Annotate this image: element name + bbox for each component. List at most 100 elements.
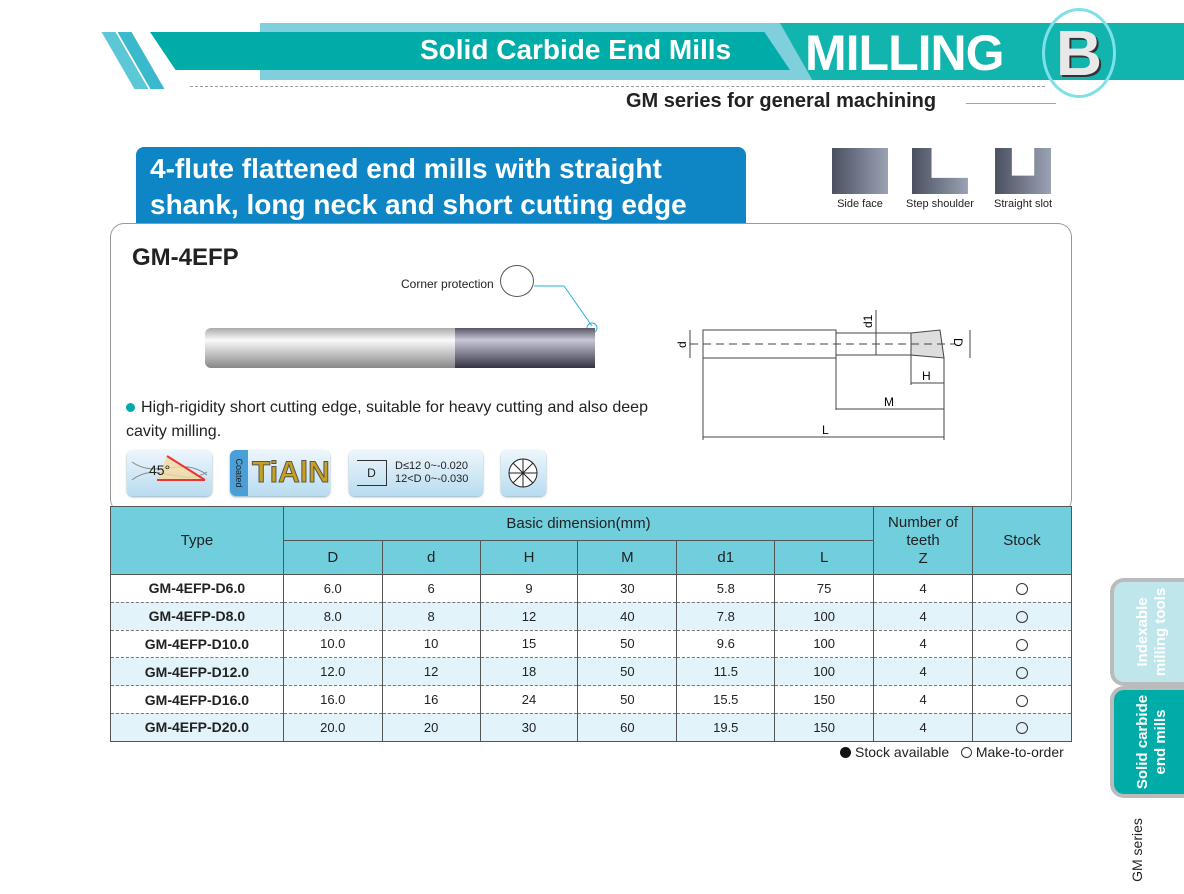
cell-D: 16.0: [282, 685, 383, 714]
cell-type: GM-4EFP-D6.0: [110, 574, 284, 603]
helix-angle-badge: 45°: [127, 450, 212, 496]
cell-d1: 7.8: [676, 602, 776, 631]
application-side-face: Side face: [832, 148, 888, 210]
header-ribbon: [150, 32, 790, 70]
table-row: GM-4EFP-D16.0 16.0 16 24 50 15.5 150 4: [110, 685, 1072, 714]
cell-M: 60: [577, 713, 678, 742]
coating-badge: Coated TiAlN: [230, 450, 330, 496]
cell-d: 20: [381, 713, 481, 742]
cell-stock: [972, 602, 1072, 631]
side-face-icon: [832, 148, 888, 194]
product-banner: 4-flute flattened end mills with straigh…: [136, 147, 746, 223]
cell-d1: 9.6: [676, 630, 776, 659]
product-panel: [110, 223, 1072, 513]
cell-Z: 4: [873, 574, 974, 603]
cell-M: 50: [577, 630, 678, 659]
application-label: Side face: [837, 198, 883, 210]
dim-label-d: d: [675, 341, 689, 348]
side-tab-label: Solid carbide end mills: [1134, 694, 1169, 790]
helix-icon: [131, 455, 208, 481]
cell-H: 30: [479, 713, 579, 742]
section-title: Solid Carbide End Mills: [420, 34, 732, 65]
side-tab-label: Indexable milling tools: [1134, 587, 1169, 677]
cell-H: 9: [479, 574, 579, 603]
tolerance-badge: D D≤12 0~-0.020 12<D 0~-0.030: [349, 450, 483, 496]
cell-d1: 11.5: [676, 657, 776, 687]
cell-M: 50: [577, 685, 678, 714]
bullet-icon: [126, 403, 135, 412]
cell-D: 8.0: [282, 602, 383, 631]
stock-legend: Stock available Make-to-order: [840, 744, 1064, 760]
cell-stock: [972, 657, 1072, 687]
dim-label-D: D: [951, 338, 965, 347]
col-header-H: H: [479, 540, 579, 575]
table-row: GM-4EFP-D10.0 10.0 10 15 50 9.6 100 4: [110, 630, 1072, 659]
col-header-M: M: [577, 540, 678, 575]
cell-d1: 15.5: [676, 685, 776, 714]
legend-order: Make-to-order: [975, 744, 1064, 760]
cell-Z: 4: [873, 713, 974, 742]
col-header-D: D: [282, 540, 383, 575]
filled-circle-icon: [840, 747, 851, 758]
col-header-d1: d1: [676, 540, 776, 575]
category-title: MILLING: [805, 25, 1005, 81]
cell-d1: 19.5: [676, 713, 776, 742]
cell-M: 30: [577, 574, 678, 603]
cell-L: 150: [774, 713, 875, 742]
helix-angle-value: 45°: [149, 462, 171, 478]
cell-H: 24: [479, 685, 579, 714]
model-name: GM-4EFP: [132, 244, 239, 271]
chapter-letter: B: [1042, 8, 1116, 98]
table-row: GM-4EFP-D20.0 20.0 20 30 60 19.5 150 4: [110, 713, 1072, 742]
corner-protection-label: Corner protection: [401, 277, 494, 291]
four-flute-icon: [508, 458, 538, 488]
banner-line: shank, long neck and short cutting edge: [150, 189, 687, 220]
cell-L: 100: [774, 602, 875, 631]
cell-L: 150: [774, 685, 875, 714]
cell-M: 40: [577, 602, 678, 631]
dimension-table: Type Basic dimension(mm) Number of teeth Z S…: [110, 506, 1072, 742]
cell-L: 75: [774, 574, 875, 603]
teeth-label: Number of teeth: [888, 514, 959, 549]
callout-line: [534, 285, 598, 334]
cell-stock: [972, 630, 1072, 659]
application-straight-slot: Straight slot: [994, 148, 1052, 210]
dim-label-M: M: [884, 395, 894, 409]
header-ribbon-right: [780, 23, 1184, 80]
side-tab-solid-carbide[interactable]: Solid carbide end mills: [1110, 686, 1184, 798]
banner-line: 4-flute flattened end mills with straigh…: [150, 153, 662, 184]
make-to-order-icon: [1016, 666, 1029, 679]
application-label: Step shoulder: [906, 198, 974, 210]
divider: [966, 103, 1056, 104]
table-row: GM-4EFP-D12.0 12.0 12 18 50 11.5 100 4: [110, 657, 1072, 687]
cell-D: 20.0: [282, 713, 383, 742]
side-footer: GM series: [1122, 818, 1152, 882]
dim-label-L: L: [822, 423, 829, 437]
col-header-L: L: [774, 540, 875, 575]
cell-stock: [972, 574, 1072, 603]
cell-H: 12: [479, 602, 579, 631]
cell-D: 10.0: [282, 630, 383, 659]
cell-H: 15: [479, 630, 579, 659]
cell-type: GM-4EFP-D8.0: [110, 602, 284, 631]
teeth-symbol: Z: [918, 550, 928, 567]
cell-d1: 5.8: [676, 574, 776, 603]
dim-label-H: H: [922, 369, 931, 383]
legend-available: Stock available: [855, 744, 950, 760]
cell-Z: 4: [873, 602, 974, 631]
diameter-tolerance-icon: D: [357, 460, 387, 486]
cell-type: GM-4EFP-D10.0: [110, 630, 284, 659]
cell-d: 12: [381, 657, 481, 687]
cell-d: 10: [381, 630, 481, 659]
cell-M: 50: [577, 657, 678, 687]
make-to-order-icon: [1016, 611, 1029, 624]
end-mill-coated-head: [455, 328, 595, 368]
col-header-basic-dimension: Basic dimension(mm): [282, 506, 875, 541]
step-shoulder-icon: [911, 148, 968, 194]
col-header-stock: Stock: [972, 506, 1072, 575]
cell-H: 18: [479, 657, 579, 687]
divider: [190, 86, 1045, 87]
side-tab-indexable[interactable]: Indexable milling tools: [1110, 578, 1184, 686]
corner-protection-icon: [500, 265, 534, 297]
cell-type: GM-4EFP-D20.0: [110, 713, 284, 742]
